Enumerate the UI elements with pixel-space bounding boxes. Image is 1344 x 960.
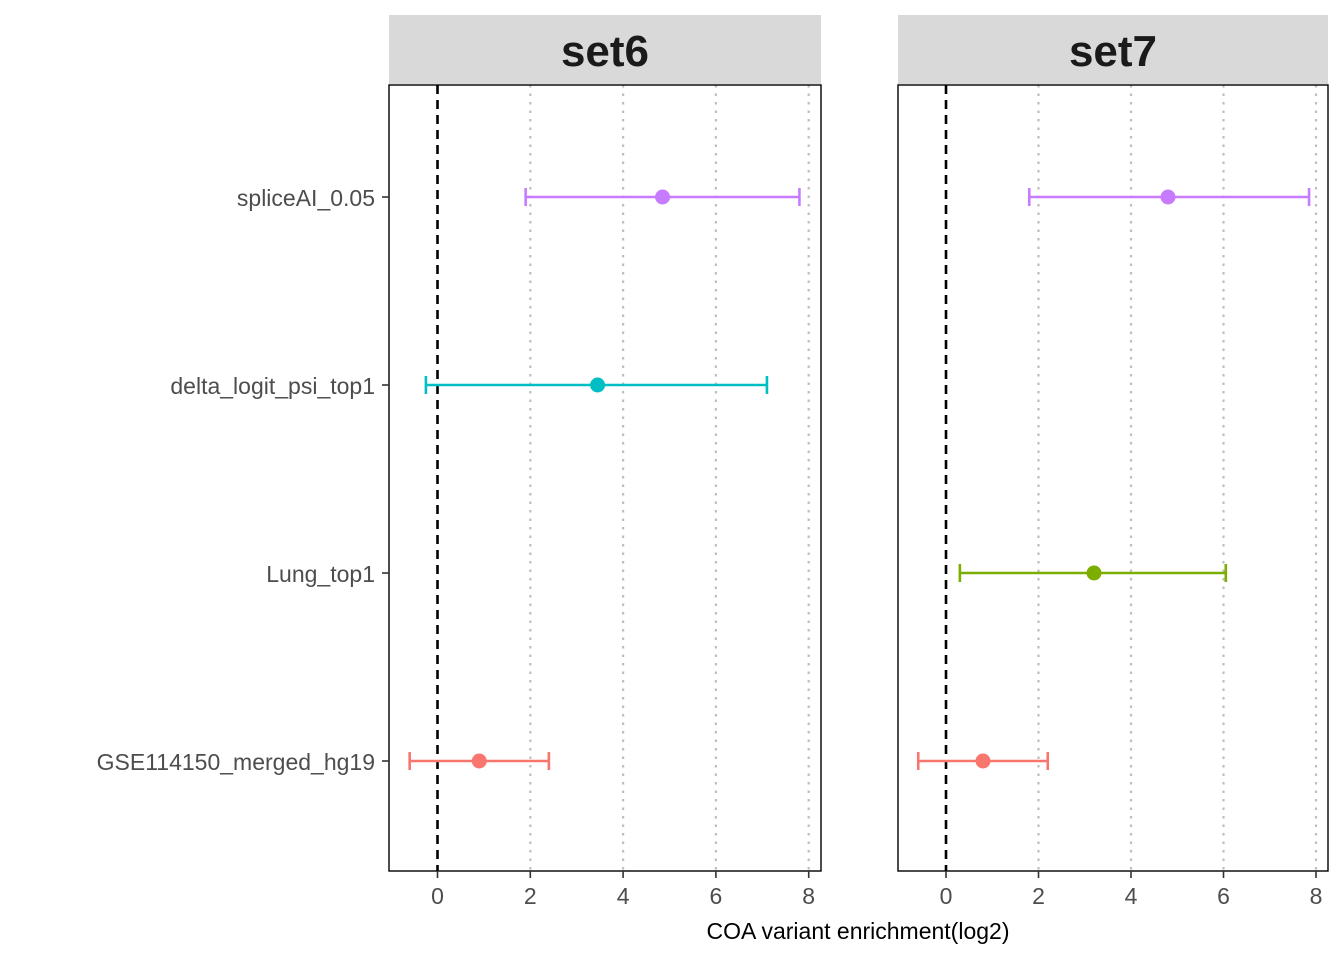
facet-title-set6: set6	[561, 27, 649, 76]
facet-strip-set7	[898, 15, 1328, 84]
point-delta_logit_psi_top1	[590, 377, 606, 393]
panel-border	[388, 84, 822, 872]
x-tick-label: 6	[1217, 883, 1230, 909]
panel-border	[897, 84, 1329, 872]
y-axis: spliceAI_0.05 delta_logit_psi_top1 Lung_…	[97, 185, 389, 775]
x-tick-label: 2	[1032, 883, 1045, 909]
x-tick-label: 4	[1125, 883, 1138, 909]
x-axis-title: COA variant enrichment(log2)	[707, 918, 1010, 944]
y-tick-label: Lung_top1	[266, 561, 375, 587]
y-tick-label: delta_logit_psi_top1	[170, 373, 375, 399]
point-spliceAI_0.05	[1160, 189, 1176, 205]
facet-title-set7: set7	[1069, 27, 1157, 76]
point-GSE114150_merged_hg19	[471, 753, 487, 769]
y-tick-label: spliceAI_0.05	[237, 185, 375, 211]
y-tick-label: GSE114150_merged_hg19	[97, 749, 375, 775]
facet-strip-set6	[389, 15, 821, 84]
point-GSE114150_merged_hg19	[975, 753, 991, 769]
point-spliceAI_0.05	[655, 189, 671, 205]
x-tick-label: 2	[524, 883, 537, 909]
panel-set7: 0 2 4 6 8	[897, 84, 1329, 909]
x-tick-label: 6	[710, 883, 723, 909]
x-tick-label: 4	[617, 883, 630, 909]
x-tick-label: 0	[940, 883, 953, 909]
x-tick-label: 0	[431, 883, 444, 909]
x-tick-label: 8	[1310, 883, 1323, 909]
x-tick-label: 8	[802, 883, 815, 909]
panel-set6: 0 2 4 6 8	[388, 84, 822, 909]
facet-set6: set6 0 2 4 6 8	[388, 15, 822, 909]
facet-set7: set7 0 2 4 6 8	[897, 15, 1329, 909]
point-Lung_top1	[1086, 565, 1102, 581]
